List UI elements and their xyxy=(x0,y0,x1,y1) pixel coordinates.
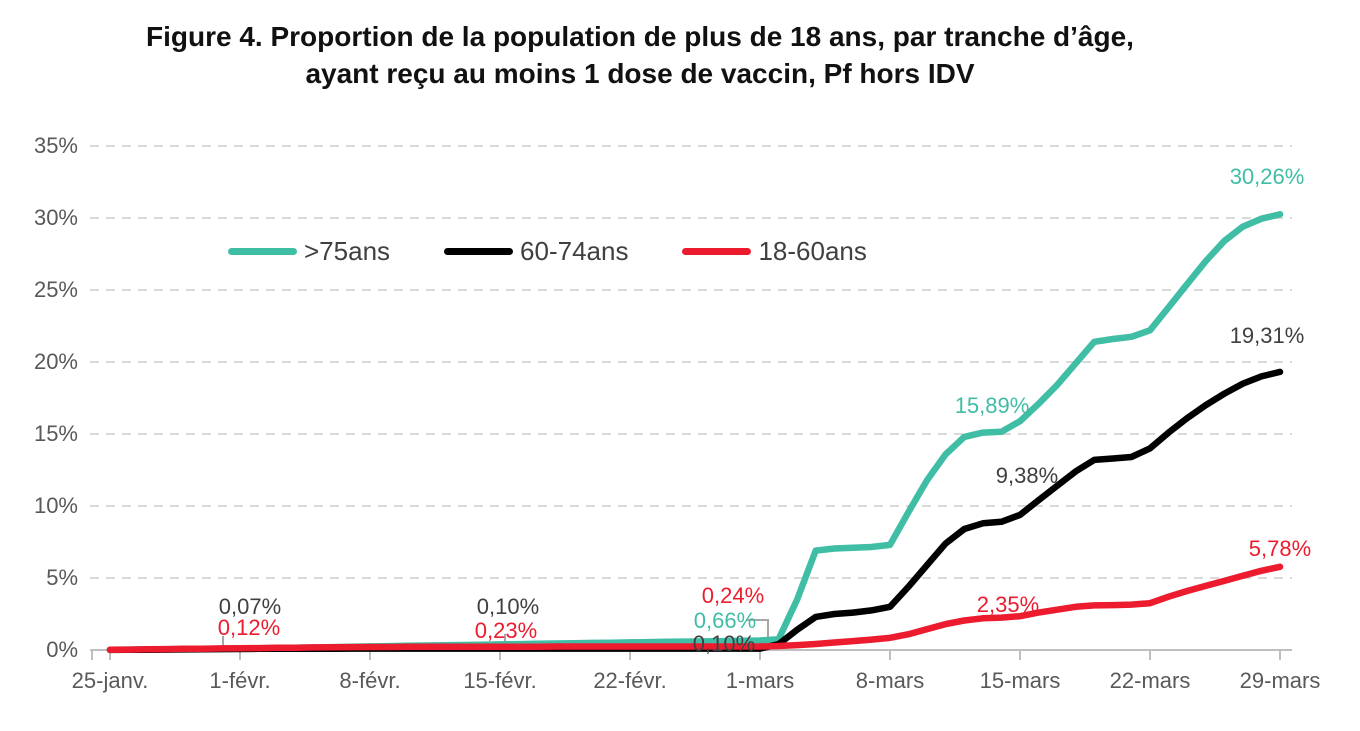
series-line--75ans xyxy=(106,211,1284,653)
legend-item-60-74ans: 60-74ans xyxy=(444,236,628,266)
x-tick-label: 15-févr. xyxy=(463,668,537,693)
x-tick-label: 1-févr. xyxy=(209,668,271,693)
legend: >75ans 60-74ans 18-60ans xyxy=(228,236,921,266)
legend-label: >75ans xyxy=(304,236,391,266)
x-tick-label: 29-mars xyxy=(1239,668,1321,693)
legend-swatch-icon xyxy=(228,247,297,255)
data-label: 19,31% xyxy=(1229,323,1305,348)
x-tick-label: 25-janv. xyxy=(71,668,149,693)
chart-title: Figure 4. Proportion de la population de… xyxy=(0,18,1280,92)
data-label: 2,35% xyxy=(976,592,1040,617)
legend-label: 18-60ans xyxy=(758,236,867,266)
legend-swatch-icon xyxy=(682,247,752,255)
x-tick-label: 8-mars xyxy=(855,668,925,693)
data-label: 0,10% xyxy=(692,631,756,656)
chart-title-line1: Figure 4. Proportion de la population de… xyxy=(146,21,1134,52)
x-tick-label: 15-mars xyxy=(979,668,1061,693)
x-tick-label: 22-févr. xyxy=(593,668,667,693)
y-tick-label: 15% xyxy=(33,421,78,446)
y-tick-label: 30% xyxy=(33,205,78,230)
data-label: 9,38% xyxy=(995,463,1059,488)
x-tick-label: 8-févr. xyxy=(339,668,401,693)
data-label: 15,89% xyxy=(954,393,1030,418)
chart-title-line2: ayant reçu au moins 1 dose de vaccin, Pf… xyxy=(305,58,975,89)
data-label: 0,66% xyxy=(693,608,757,633)
legend-item--75ans: >75ans xyxy=(228,236,390,266)
y-tick-label: 35% xyxy=(33,133,78,158)
y-tick-label: 10% xyxy=(33,493,78,518)
y-tick-label: 25% xyxy=(33,277,78,302)
y-tick-label: 20% xyxy=(33,349,78,374)
x-tick-label: 22-mars xyxy=(1109,668,1191,693)
series-line-18-60ans xyxy=(106,563,1284,653)
x-tick-label: 1-mars xyxy=(725,668,795,693)
y-tick-label: 5% xyxy=(46,565,78,590)
legend-item-18-60ans: 18-60ans xyxy=(682,236,867,266)
legend-swatch-icon xyxy=(444,247,514,255)
data-label: 0,23% xyxy=(474,618,538,643)
data-label: 0,12% xyxy=(217,615,281,640)
data-label: 30,26% xyxy=(1229,164,1305,189)
data-label: 0,24% xyxy=(701,583,765,608)
data-label: 0,07% xyxy=(218,594,282,619)
y-tick-label: 0% xyxy=(46,637,78,662)
legend-label: 60-74ans xyxy=(520,236,629,266)
data-label: 0,10% xyxy=(476,594,540,619)
data-label: 5,78% xyxy=(1248,536,1312,561)
